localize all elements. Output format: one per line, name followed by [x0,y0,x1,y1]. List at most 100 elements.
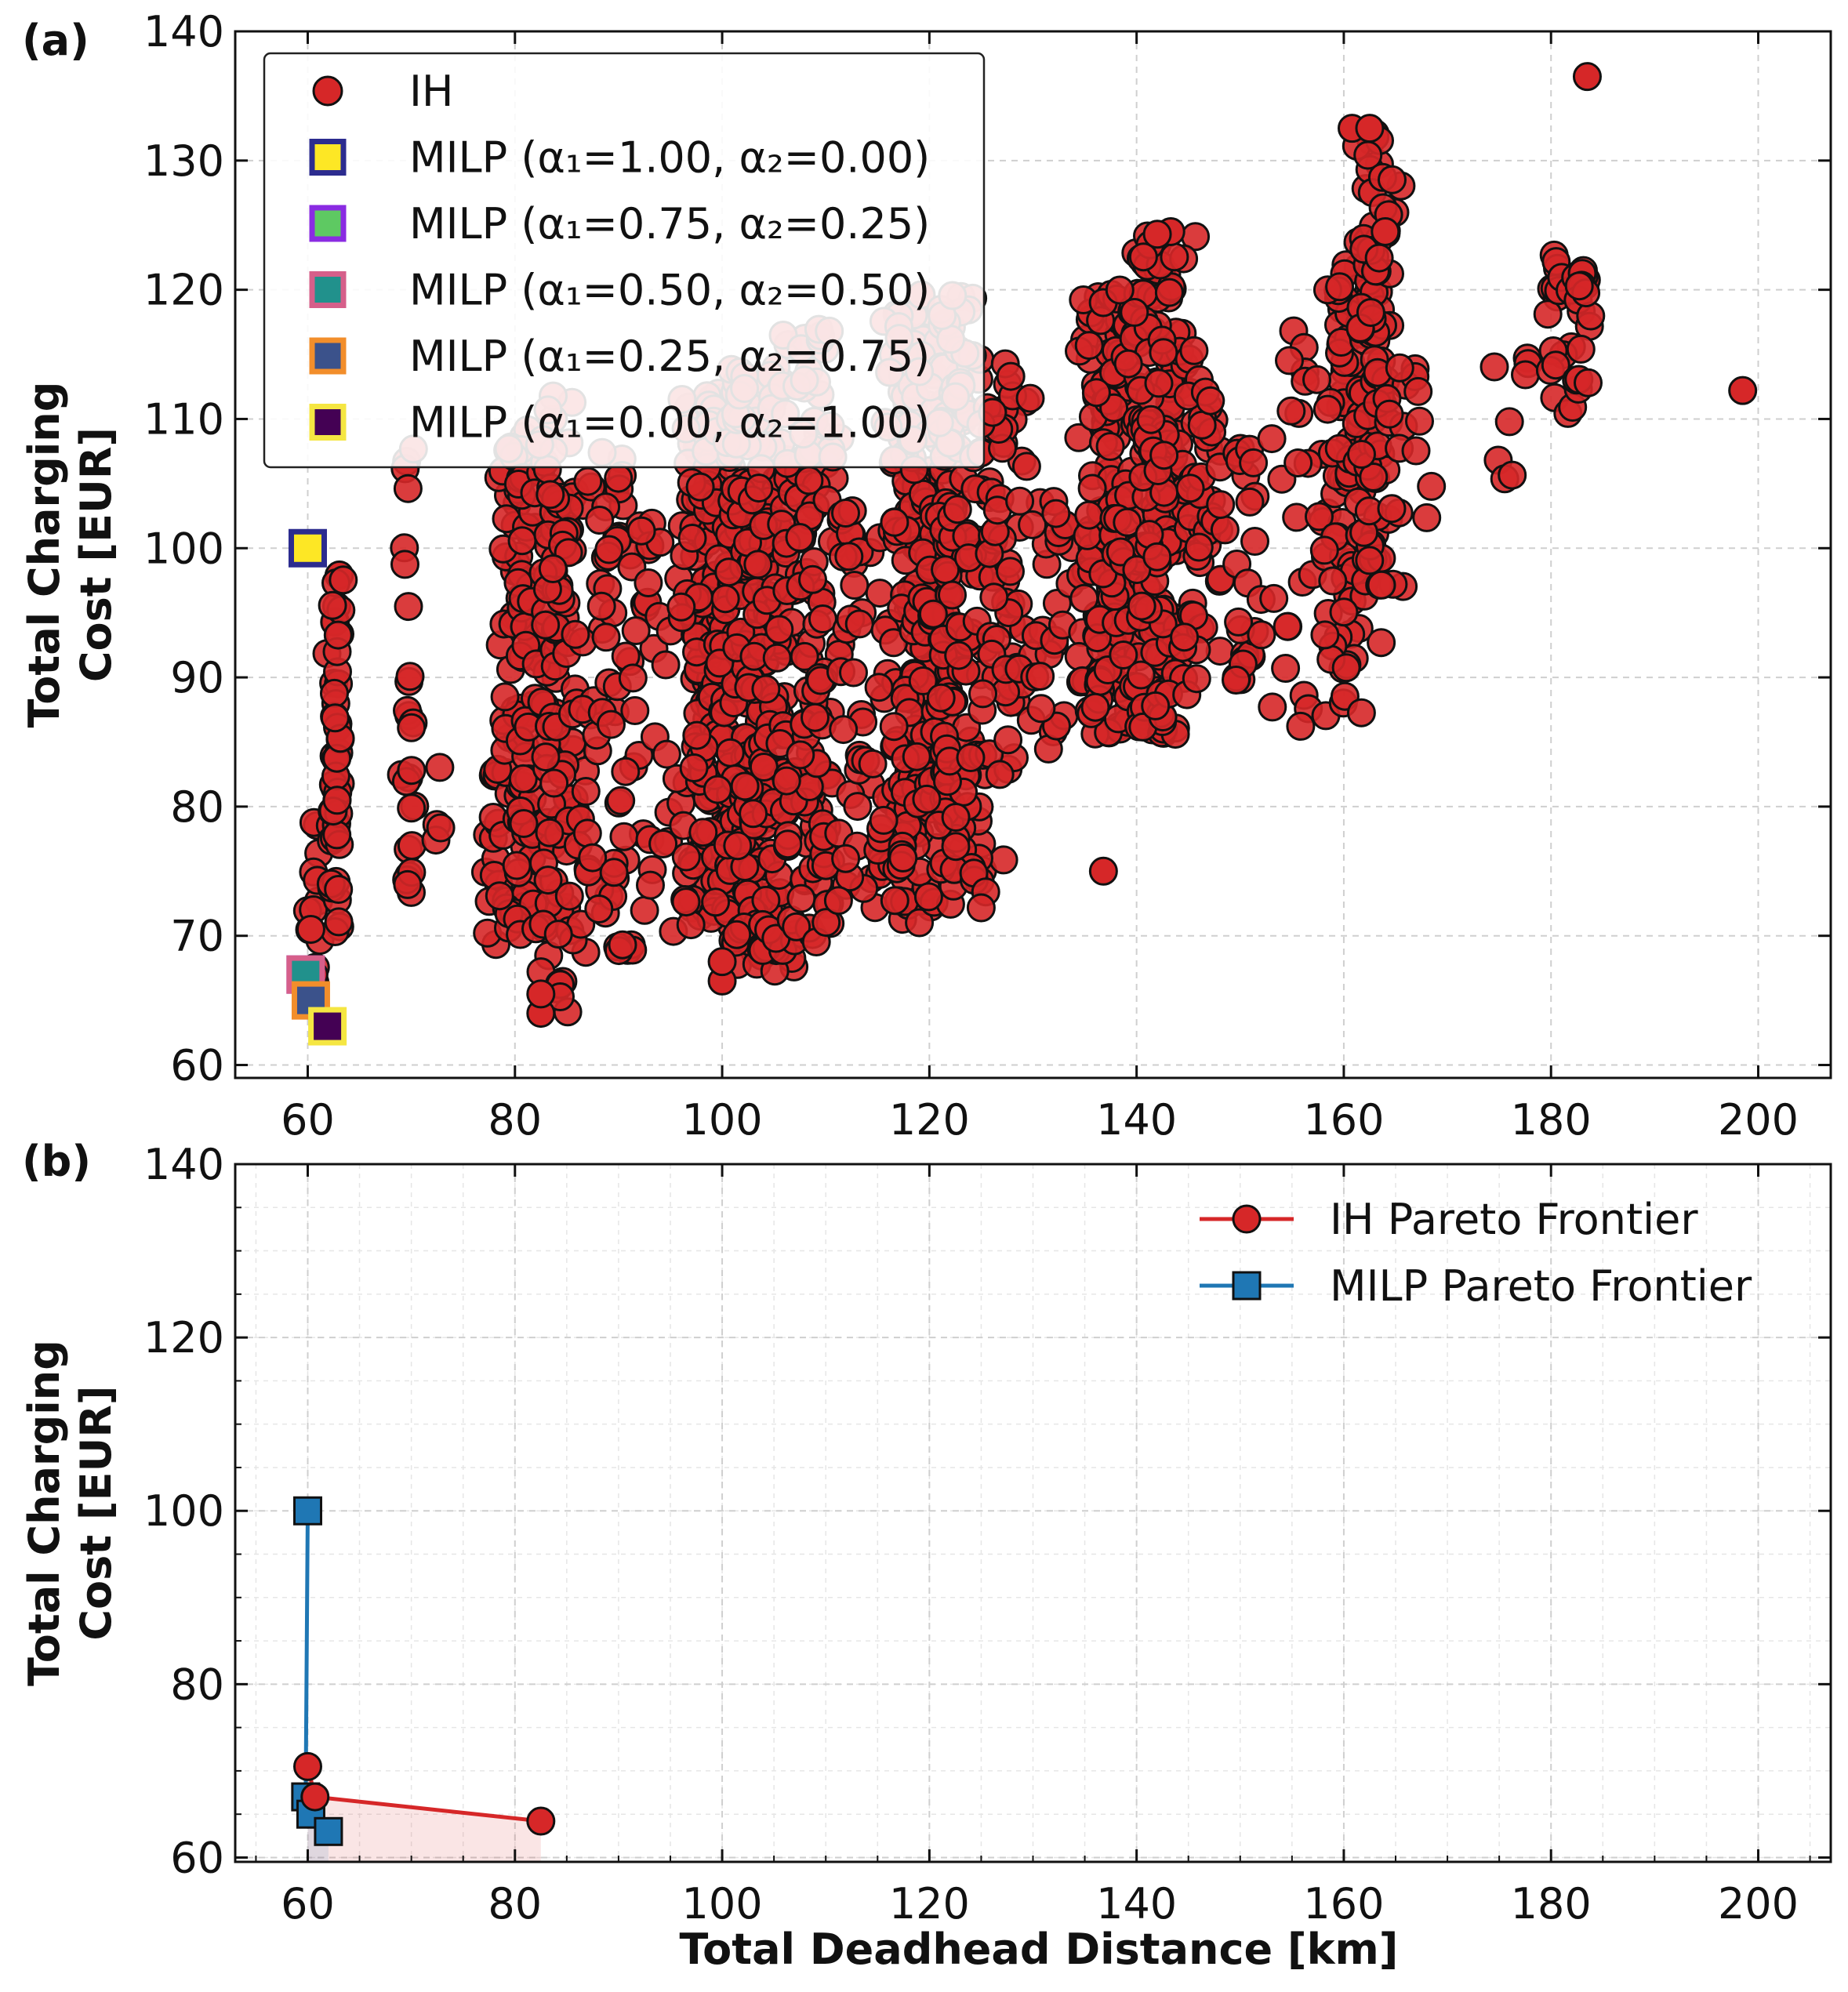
ih-point [956,743,986,772]
ih-point [1141,691,1171,720]
panel-b-tick-label-x: 100 [682,1879,763,1929]
ih-point [918,599,948,629]
ih-point [597,709,626,739]
ih-point [1257,424,1287,454]
ih-point [840,571,870,600]
ih-point [507,526,537,556]
ih-point [591,622,621,652]
panel-a-tick-label-y: 110 [143,394,224,444]
ih-point [1728,376,1758,405]
panel-b-x-axis-label: Total Deadhead Distance [km] [680,1925,1399,1974]
ih-point [1305,502,1334,532]
ih-point [996,557,1025,586]
legend-label: MILP (α₁=0.00, α₂=1.00) [409,398,930,448]
ih-point [679,753,709,782]
ih-point [1566,334,1596,364]
ih-point [1309,535,1339,565]
panel-b-tick-label-x: 180 [1511,1879,1592,1929]
ih-point [685,472,715,502]
ih-frontier-point [526,1806,556,1836]
ih-point [1222,666,1251,695]
legend-marker-milp-frontier [1232,1271,1262,1301]
ih-point [1210,515,1240,545]
ih-point [630,895,659,925]
panel-a-tick-label-y: 80 [170,782,224,832]
ih-point [1346,698,1376,727]
ih-point [1179,336,1209,365]
ih-point [1127,591,1156,621]
ih-point [1572,62,1602,92]
ih-point [710,584,740,614]
ih-point [490,682,520,712]
ih-point [1154,278,1184,307]
ih-point [902,742,931,771]
ih-point [1239,448,1269,477]
ih-point [1275,346,1304,376]
ih-point [707,947,737,977]
milp-frontier-point [293,1496,322,1526]
milp-point [289,528,327,568]
ih-point [1149,441,1179,470]
legend-label: MILP Pareto Frontier [1330,1261,1752,1311]
legend-label: IH [409,67,454,116]
ih-point [1113,507,1142,537]
ih-point [1077,474,1107,503]
ih-point [397,756,427,786]
panel-b-tick-label-y: 80 [170,1660,224,1709]
ih-point [1377,494,1407,524]
ih-point [773,829,803,859]
ih-point [785,523,815,552]
panel-a-tick-label-x: 100 [682,1095,763,1145]
panel-b-tick-label-y: 100 [143,1486,224,1536]
ih-point [829,715,859,745]
ih-point [634,568,663,597]
ih-point [594,535,624,564]
ih-point [1074,331,1104,361]
ih-point [1574,368,1603,397]
ih-point [730,771,760,801]
ih-point [1367,628,1396,658]
ih-point [751,674,781,704]
legend-marker-milp [309,139,347,176]
ih-point [762,643,792,673]
ih-point [324,907,354,937]
legend-label: MILP (α₁=0.75, α₂=0.25) [409,199,930,249]
ih-point [912,784,942,814]
ih-point [764,615,794,644]
ih-point [1105,275,1135,305]
ih-point [1564,271,1594,301]
ih-point [772,766,801,796]
ih-point [426,813,456,843]
ih-point [1015,383,1045,413]
panel-a-tick-label-y: 130 [143,136,224,186]
panel-a-label: (a) [22,16,89,65]
ih-point [944,640,974,670]
ih-point [1175,474,1205,503]
panel-a-tick-label-x: 120 [889,1095,970,1145]
ih-point [526,979,556,1009]
ih-point [1170,622,1200,652]
ih-point [397,831,427,861]
ih-point [1128,242,1158,272]
ih-point [671,842,701,872]
ih-point [966,893,996,923]
ih-point [879,712,909,742]
legend-marker-ih-frontier [1232,1204,1262,1234]
panel-b-tick-label-x: 80 [488,1879,542,1929]
y-axis-label-line: Total Charging [20,382,69,728]
ih-point [1182,664,1211,694]
ih-point [578,843,608,873]
ih-point [611,757,641,786]
legend-marker-milp [309,271,347,308]
ih-point [561,619,590,649]
ih-point [1479,352,1509,382]
ih-point [502,851,532,880]
ih-point [1109,640,1138,669]
ih-point [296,914,325,944]
panel-b-tick-label-x: 200 [1718,1879,1799,1929]
panel-b-tick-label-x: 120 [889,1879,970,1929]
ih-point [968,679,997,709]
ih-point [1273,611,1302,641]
ih-point [648,829,678,858]
